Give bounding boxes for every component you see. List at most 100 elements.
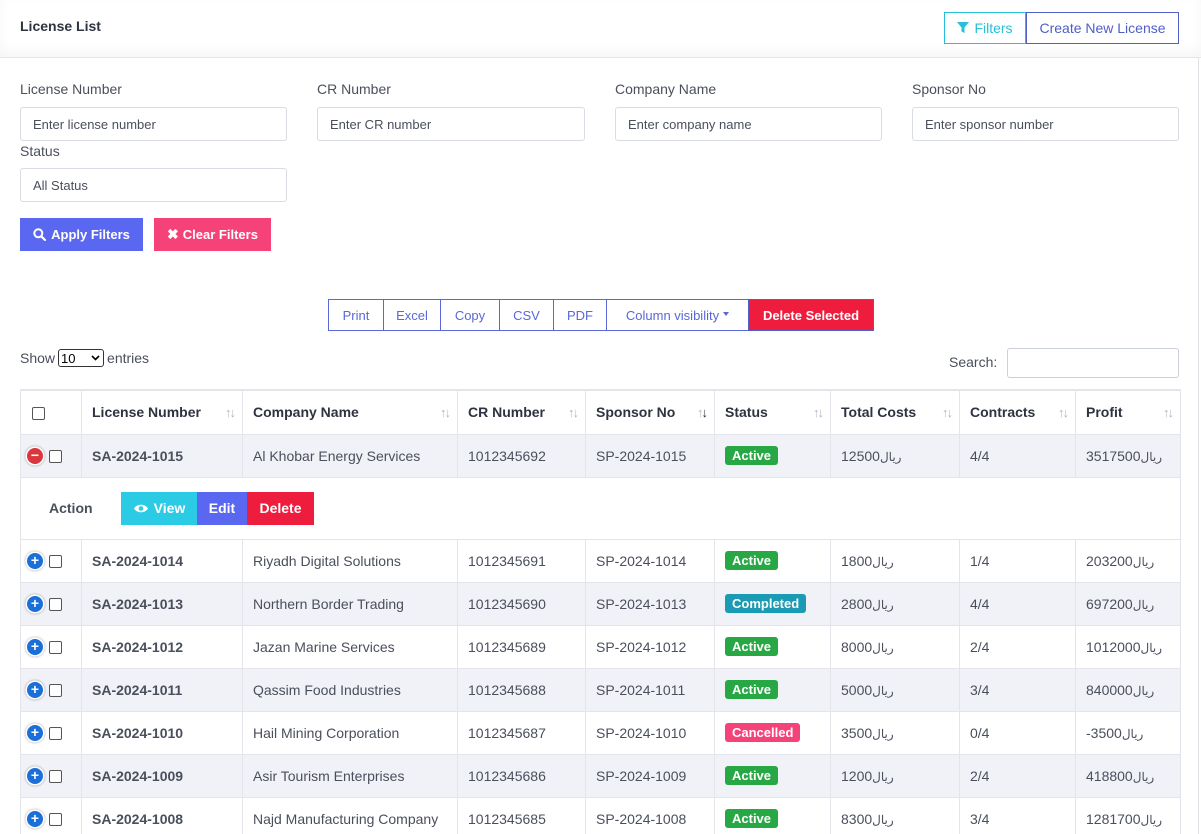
apply-filters-button[interactable]: Apply Filters <box>20 218 143 251</box>
search-input[interactable] <box>1007 348 1179 378</box>
row-checkbox[interactable] <box>49 449 62 463</box>
row-checkbox[interactable] <box>49 554 62 568</box>
row-controls: − <box>20 433 82 478</box>
status-cell: Active <box>714 667 831 712</box>
column-header-license-number[interactable]: License Number ↑↓ <box>81 389 243 435</box>
sponsor-no-cell: SP-2024-1013 <box>585 581 715 626</box>
caret-down-icon <box>723 311 730 316</box>
entries-label: entries <box>107 350 150 366</box>
total-costs-cell: 8300ريال <box>830 796 960 834</box>
status-cell: Active <box>714 753 831 798</box>
row-checkbox[interactable] <box>49 683 62 697</box>
filters-button[interactable]: Filters <box>944 12 1026 44</box>
delete-button[interactable]: Delete <box>247 491 314 525</box>
row-controls: + <box>20 710 82 755</box>
profit-cell: 418800ريال <box>1075 753 1181 798</box>
profit-cell: 1281700ريال <box>1075 796 1181 834</box>
expand-row-icon[interactable]: + <box>27 682 43 699</box>
company-name-cell: Qassim Food Industries <box>242 667 458 712</box>
cr-number-input[interactable] <box>317 107 585 141</box>
cr-number-cell: 1012345689 <box>457 624 586 669</box>
column-header-status[interactable]: Status ↑↓ <box>714 389 831 435</box>
clear-filters-label: Clear Filters <box>182 227 258 242</box>
column-header-profit[interactable]: Profit ↑↓ <box>1075 389 1181 435</box>
row-checkbox[interactable] <box>49 640 62 654</box>
status-cell: Active <box>714 624 831 669</box>
expand-row-icon[interactable]: + <box>27 725 43 742</box>
excel-button[interactable]: Excel <box>383 299 441 331</box>
company-name-cell: Al Khobar Energy Services <box>242 433 458 478</box>
sponsor-no-input[interactable] <box>912 107 1179 141</box>
status-badge: Active <box>725 766 779 785</box>
row-checkbox[interactable] <box>49 812 62 826</box>
currency-symbol: ريال <box>872 597 894 612</box>
cr-number-cell: 1012345691 <box>457 538 586 583</box>
table-row: + SA-2024-1011 Qassim Food Industries 10… <box>20 667 1181 712</box>
currency-symbol: ريال <box>1132 683 1155 698</box>
row-actions: Action View Edit Delete <box>31 491 1170 525</box>
status-select[interactable]: All Status <box>20 168 287 202</box>
profit-cell: 840000ريال <box>1075 667 1181 712</box>
csv-button[interactable]: CSV <box>499 299 554 331</box>
row-controls: + <box>20 796 82 834</box>
sponsor-no-cell: SP-2024-1014 <box>585 538 715 583</box>
company-name-cell: Hail Mining Corporation <box>242 710 458 755</box>
sort-icon: ↑↓ <box>225 405 236 420</box>
sponsor-no-cell: SP-2024-1009 <box>585 753 715 798</box>
expand-row-icon[interactable]: + <box>27 596 43 613</box>
expand-row-icon[interactable]: + <box>27 811 43 828</box>
status-label: Status <box>20 143 60 159</box>
table-body: − SA-2024-1015 Al Khobar Energy Services… <box>20 433 1181 834</box>
edit-button[interactable]: Edit <box>197 491 247 525</box>
expand-row-icon[interactable]: + <box>27 553 43 570</box>
contracts-cell: 3/4 <box>959 667 1076 712</box>
select-all-checkbox[interactable] <box>32 407 45 421</box>
delete-selected-button[interactable]: Delete Selected <box>748 299 874 331</box>
collapse-row-icon[interactable]: − <box>27 448 43 465</box>
company-name-input[interactable] <box>615 107 882 141</box>
sort-icon: ↑↓ <box>942 405 953 420</box>
cr-number-label: CR Number <box>317 81 391 97</box>
create-new-license-button[interactable]: Create New License <box>1026 12 1179 44</box>
license-number-input[interactable] <box>20 107 287 141</box>
table-row: − SA-2024-1015 Al Khobar Energy Services… <box>20 433 1181 478</box>
profit-cell: 3517500ريال <box>1075 433 1181 478</box>
row-checkbox[interactable] <box>49 769 62 783</box>
sponsor-no-cell: SP-2024-1015 <box>585 433 715 478</box>
company-name-label: Company Name <box>615 81 717 97</box>
view-button[interactable]: View <box>121 491 197 525</box>
apply-filters-label: Apply Filters <box>51 227 130 242</box>
datatable-buttons: Print Excel Copy CSV PDF Column visibili… <box>328 299 874 331</box>
expand-row-icon[interactable]: + <box>27 639 43 656</box>
column-header-sponsor-no[interactable]: Sponsor No ↑↓ <box>585 389 715 435</box>
status-badge: Active <box>725 551 779 570</box>
print-button[interactable]: Print <box>328 299 384 331</box>
cr-number-cell: 1012345688 <box>457 667 586 712</box>
pdf-button[interactable]: PDF <box>553 299 607 331</box>
total-costs-cell: 8000ريال <box>830 624 960 669</box>
entries-select[interactable]: 10 <box>58 349 105 367</box>
status-cell: Active <box>714 433 831 478</box>
currency-symbol: ريال <box>1140 449 1163 464</box>
clear-filters-button[interactable]: ✖ Clear Filters <box>154 218 271 251</box>
column-header-cr-number[interactable]: CR Number ↑↓ <box>457 389 586 435</box>
row-checkbox[interactable] <box>49 597 62 611</box>
total-costs-cell: 1800ريال <box>830 538 960 583</box>
search-label: Search: <box>949 354 998 370</box>
expand-row-icon[interactable]: + <box>27 768 43 785</box>
column-header-company-name[interactable]: Company Name ↑↓ <box>242 389 458 435</box>
column-header-contracts[interactable]: Contracts ↑↓ <box>959 389 1076 435</box>
currency-symbol: ريال <box>1132 554 1155 569</box>
profit-cell: -3500ريال <box>1075 710 1181 755</box>
search-icon <box>33 228 47 241</box>
copy-button[interactable]: Copy <box>440 299 500 331</box>
row-checkbox[interactable] <box>49 726 62 740</box>
currency-symbol: ريال <box>1121 726 1144 741</box>
license-number-cell: SA-2024-1009 <box>81 753 243 798</box>
column-visibility-button[interactable]: Column visibility <box>606 299 749 331</box>
sponsor-no-cell: SP-2024-1012 <box>585 624 715 669</box>
contracts-cell: 1/4 <box>959 538 1076 583</box>
currency-symbol: ريال <box>1140 640 1163 655</box>
column-header-total-costs[interactable]: Total Costs ↑↓ <box>830 389 960 435</box>
page-title: License List <box>20 18 101 34</box>
